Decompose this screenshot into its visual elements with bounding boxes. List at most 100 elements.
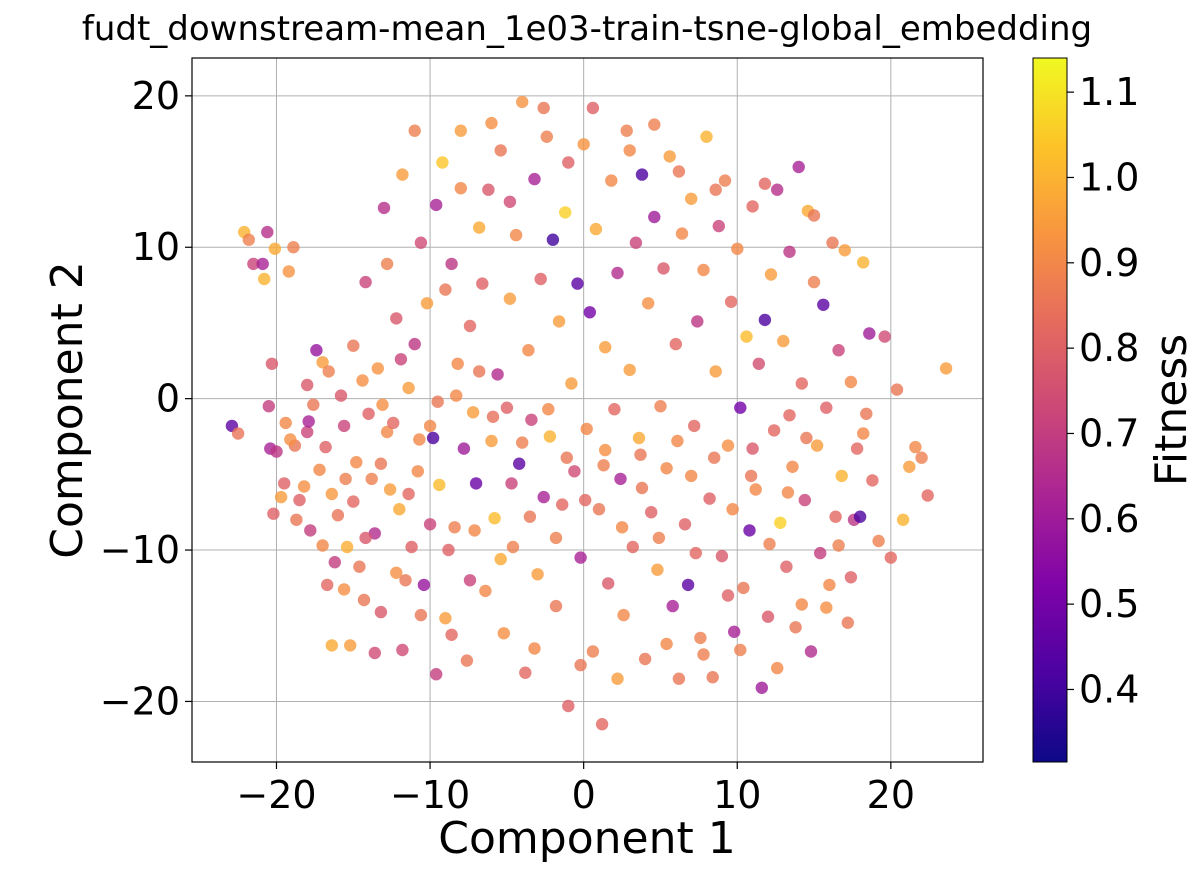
y-tick-label: −10 <box>100 528 180 572</box>
data-point <box>737 581 750 595</box>
data-point <box>396 643 409 657</box>
data-point <box>660 637 673 651</box>
data-point <box>565 377 578 390</box>
colorbar-tick-label: 0.8 <box>1079 326 1139 370</box>
data-point <box>583 306 596 319</box>
data-point <box>795 377 808 390</box>
data-point <box>758 313 772 327</box>
data-point <box>909 440 922 454</box>
data-point <box>267 507 280 520</box>
data-point <box>763 537 776 551</box>
data-point <box>445 257 458 271</box>
data-point <box>623 144 636 157</box>
data-point <box>724 295 738 308</box>
x-axis-label: Component 1 <box>438 813 735 864</box>
data-point <box>316 356 329 369</box>
data-point <box>648 210 661 224</box>
data-point <box>486 410 500 423</box>
data-point <box>709 183 722 196</box>
data-point <box>771 661 784 675</box>
data-point <box>804 645 818 658</box>
data-point <box>654 400 667 413</box>
data-point <box>503 195 517 208</box>
data-point <box>556 498 569 511</box>
data-point <box>390 312 403 325</box>
data-point <box>681 578 695 592</box>
data-point <box>454 182 467 195</box>
data-point <box>436 156 449 169</box>
data-point <box>261 225 274 239</box>
data-point <box>506 540 520 554</box>
data-point <box>777 334 790 348</box>
data-point <box>672 672 686 685</box>
data-point <box>611 266 624 280</box>
data-point <box>939 362 953 375</box>
data-point <box>709 365 722 378</box>
data-point <box>362 407 375 420</box>
data-point <box>642 297 655 310</box>
data-point <box>408 337 421 351</box>
data-point <box>262 400 275 413</box>
data-point <box>270 445 283 458</box>
data-point <box>626 540 639 554</box>
data-point <box>491 368 504 381</box>
data-point <box>915 451 928 464</box>
data-point <box>841 616 854 629</box>
data-point <box>712 219 725 233</box>
data-point <box>513 457 526 470</box>
data-point <box>337 419 351 433</box>
data-point <box>282 265 295 278</box>
data-point <box>301 425 314 439</box>
data-point <box>357 593 371 607</box>
data-point <box>629 236 643 249</box>
data-point <box>608 403 621 416</box>
data-point <box>413 433 426 446</box>
data-point <box>814 546 827 560</box>
data-point <box>721 439 735 452</box>
data-point <box>586 101 600 115</box>
data-point <box>516 436 529 449</box>
data-point <box>325 487 338 501</box>
x-tick-label: 10 <box>713 773 761 817</box>
data-point <box>543 430 557 443</box>
colorbar-gradient <box>1032 57 1068 763</box>
data-point <box>497 627 510 640</box>
data-point <box>394 353 408 366</box>
data-point <box>589 222 603 236</box>
data-point <box>857 256 870 269</box>
data-point <box>321 578 334 592</box>
data-point <box>450 389 463 402</box>
data-point <box>542 403 555 416</box>
data-point <box>560 451 573 464</box>
data-point <box>316 539 329 552</box>
x-tick-label: −10 <box>390 773 470 817</box>
data-point <box>740 330 753 343</box>
data-point <box>423 419 437 433</box>
data-point <box>485 116 498 130</box>
data-point <box>595 718 609 731</box>
data-point <box>448 521 461 534</box>
plot-area: −20 −10 0 10 20 −20 −10 0 10 20 <box>100 57 984 817</box>
data-point <box>417 578 431 592</box>
data-point <box>599 341 612 354</box>
data-point <box>715 549 729 563</box>
data-point <box>783 245 796 258</box>
data-point <box>688 419 701 433</box>
data-point <box>430 668 443 681</box>
data-point <box>820 601 833 614</box>
data-point <box>488 512 501 525</box>
colorbar-ticks: 0.4 0.5 0.6 0.7 0.8 0.9 1.0 1.1 <box>1067 70 1139 711</box>
data-point <box>274 490 288 504</box>
data-point <box>798 493 811 507</box>
data-point <box>411 465 424 478</box>
data-point <box>500 401 514 414</box>
data-point <box>921 489 934 502</box>
data-point <box>505 477 518 490</box>
data-point <box>522 344 535 357</box>
data-point <box>872 534 885 548</box>
data-point <box>795 598 808 611</box>
data-point <box>651 563 664 576</box>
data-point <box>393 503 406 516</box>
data-point <box>546 233 560 246</box>
y-axis-label: Component 2 <box>42 261 93 558</box>
